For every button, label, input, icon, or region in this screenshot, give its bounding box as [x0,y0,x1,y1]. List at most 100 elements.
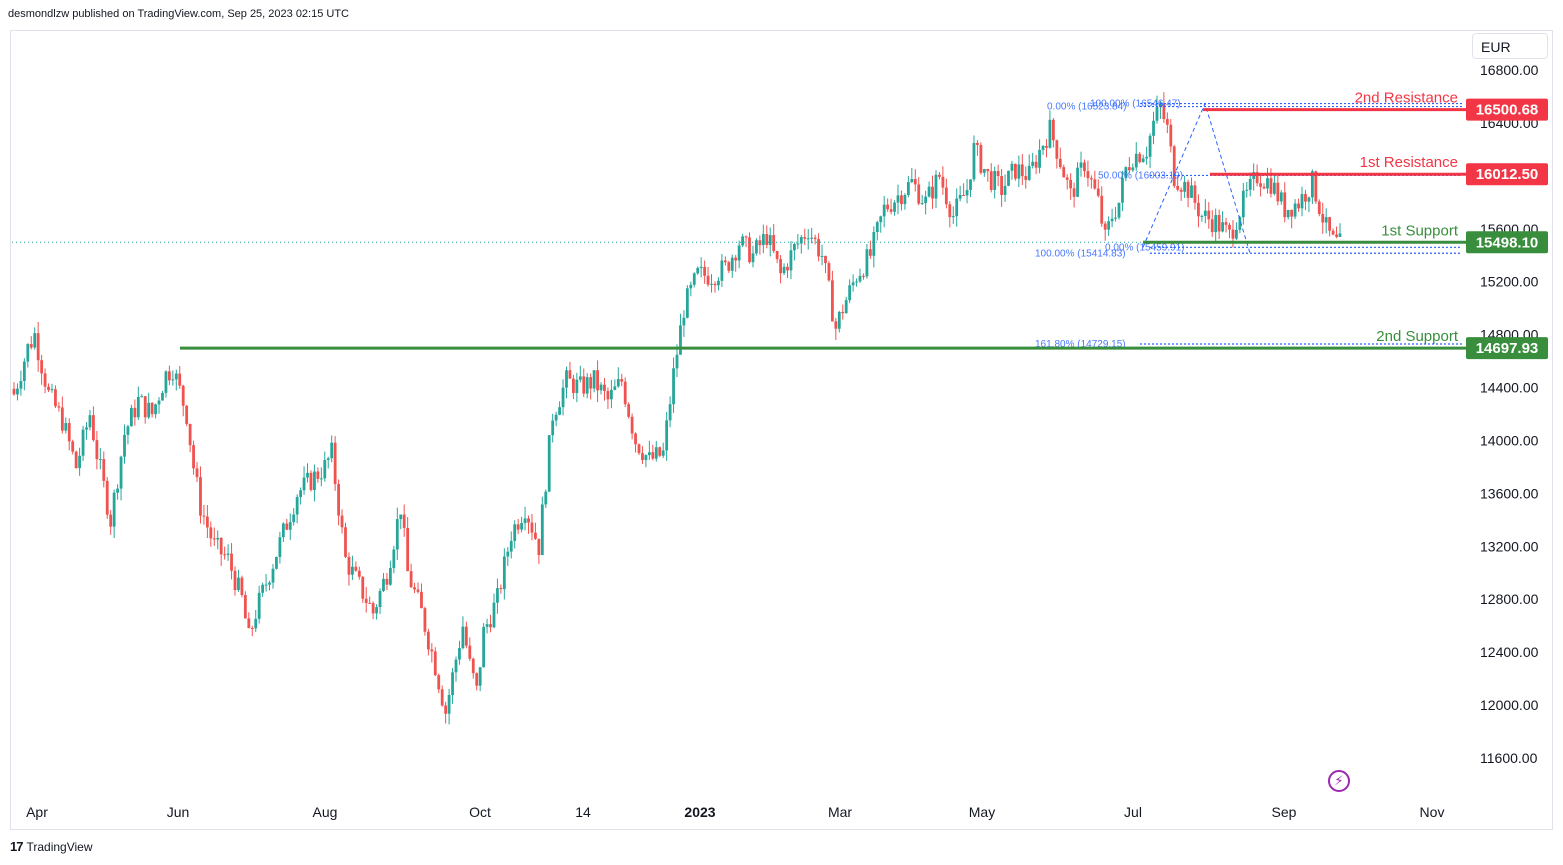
candle-body [793,244,796,251]
candle-body [572,378,575,394]
candle-body [105,480,109,515]
candle-body [323,460,327,479]
candle-body [33,333,37,348]
candle-body [900,195,903,205]
candle-body [768,235,772,245]
candle-body [81,429,85,456]
candle-body [1248,178,1252,190]
candle-body [627,404,631,417]
candle-body [26,344,30,362]
price-tag [1466,231,1548,254]
candle-body [157,400,161,405]
price-tag [1466,98,1548,121]
candle-body [696,267,700,274]
y-tick-label: 13600.00 [1480,485,1539,501]
candle-body [920,203,924,205]
candle-body [1031,161,1035,166]
candle-body [281,523,285,538]
y-tick-label: 12400.00 [1480,644,1539,660]
price-tag-label: 16012.50 [1476,166,1539,183]
candle-body [364,598,368,603]
tradingview-footer[interactable]: 17 TradingView [10,839,93,854]
candle-body [782,266,786,274]
candle-body [855,281,858,283]
candle-body [1317,201,1321,214]
x-tick-label: Jun [167,804,190,820]
candle-body [257,592,261,619]
candle-body [1010,163,1014,171]
candle-body [886,204,890,210]
candle-body [454,659,458,673]
fib-level-label: 100.00% (16546.47) [1090,99,1181,110]
candle-body [699,266,703,268]
candle-body [1041,145,1045,150]
chart-panel[interactable] [10,30,1553,830]
candle-body [1089,178,1093,180]
candle-body [944,187,948,205]
candle-body [1152,120,1155,136]
candle-body [74,451,78,469]
fib-level-label: 50.00% (16003.19) [1098,170,1183,181]
candle-body [906,182,910,196]
candle-body [689,284,693,289]
candle-body [851,282,855,286]
candle-body [1290,209,1294,217]
candle-body [98,459,102,461]
candle-body [1165,119,1169,125]
candle-body [1062,167,1066,178]
candle-body [29,344,33,348]
candle-body [496,588,499,603]
candle-body [402,514,406,528]
candle-body [979,144,983,173]
candle-body [730,257,734,271]
candle-body [872,232,876,256]
candle-body [167,371,171,381]
candle-body [268,582,271,585]
candle-body [1027,165,1031,180]
candle-body [1045,145,1048,148]
candle-body [502,556,506,590]
candle-body [637,444,641,454]
candle-body [710,283,713,285]
candle-body [751,253,755,263]
candle-body [1293,203,1297,217]
candle-body [237,577,240,591]
candle-body [458,648,461,660]
candle-body [720,260,724,281]
candle-body [661,450,665,456]
candle-body [1183,181,1187,192]
candle-body [575,379,579,394]
candle-body [765,234,769,245]
candle-body [654,447,658,459]
candle-body [340,515,344,528]
currency-button[interactable]: EUR [1472,33,1548,59]
candle-body [112,492,116,527]
candle-body [464,626,468,646]
candle-body [996,171,1000,177]
candle-body [392,549,396,569]
candle-body [727,262,731,271]
candle-body [958,195,962,199]
candle-body [1310,171,1314,198]
candle-body [226,553,230,555]
candle-body [1145,156,1149,159]
candle-body [889,209,893,212]
candle-body [36,333,40,361]
candle-body [934,174,938,199]
candle-body [47,386,50,391]
lightning-icon[interactable]: ⚡ [1328,770,1350,792]
candle-body [285,523,289,530]
candle-body [130,407,133,427]
candle-body [1286,209,1290,218]
candle-body [1138,153,1142,163]
candle-body [976,142,979,145]
candle-body [651,452,655,459]
y-tick-label: 12800.00 [1480,591,1539,607]
candle-body [1076,167,1079,197]
candle-body [174,373,178,380]
candle-body [1114,217,1117,219]
candle-body [337,484,340,516]
candle-body [357,570,361,577]
candle-body [830,280,834,322]
